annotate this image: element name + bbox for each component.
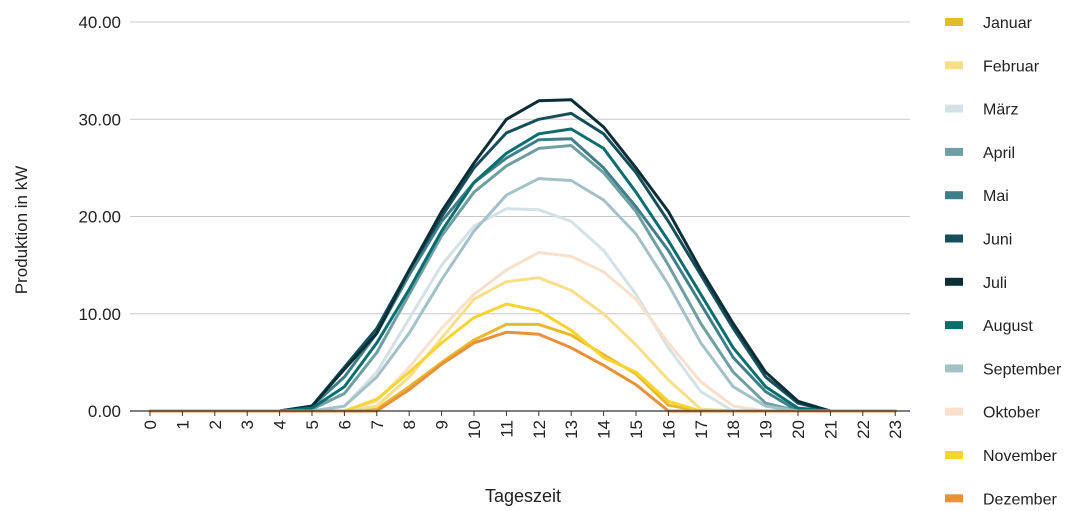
y-axis-ticks: 0.00 10.00 20.00 30.00 40.00 [78, 13, 121, 421]
series-line-september [148, 177, 897, 413]
x-tick-label: 6 [335, 420, 354, 429]
legend-swatch-juli [945, 277, 963, 286]
x-tick-label: 11 [497, 420, 516, 438]
x-tick-label: 2 [206, 420, 225, 429]
legend-label: Januar [983, 15, 1033, 32]
x-tick-label: 7 [368, 420, 387, 429]
x-tick-label: 17 [692, 420, 711, 439]
legend-label: April [983, 145, 1015, 162]
legend-label: Juli [983, 275, 1007, 292]
legend-label: Dezember [983, 491, 1057, 506]
legend-swatch-dezember [945, 494, 963, 503]
y-tick-label: 10.00 [78, 305, 121, 324]
x-tick-label: 18 [724, 420, 743, 439]
x-axis-ticks: 0 1 2 3 4 5 6 7 8 9 10 11 12 13 14 15 16 17 18 19 20 21 22 23 [141, 411, 905, 439]
series-line-juli [148, 98, 897, 413]
legend-swatch-august [945, 321, 963, 330]
legend-label: November [983, 448, 1057, 465]
x-tick-label: 21 [821, 420, 840, 439]
legend-label: März [983, 102, 1019, 119]
legend-swatch-september [945, 364, 963, 373]
x-tick-label: 4 [271, 420, 290, 429]
legend-label: August [983, 318, 1033, 335]
x-axis-label: Tageszeit [485, 486, 561, 506]
x-tick-label: 13 [562, 420, 581, 439]
legend-swatch-oktober [945, 407, 963, 416]
y-tick-label: 40.00 [78, 13, 121, 32]
x-tick-label: 12 [530, 420, 549, 439]
legend-swatch-juni [945, 234, 963, 243]
y-tick-label: 20.00 [78, 208, 121, 227]
x-tick-label: 16 [659, 420, 678, 439]
x-tick-label: 5 [303, 420, 322, 429]
series-lines [148, 98, 897, 413]
legend-swatch-januar [945, 18, 963, 26]
y-tick-label: 0.00 [88, 402, 121, 421]
legend-label: Februar [983, 58, 1040, 75]
legend-swatch-märz [945, 104, 963, 113]
legend-label: Oktober [983, 405, 1041, 422]
legend-label: Juni [983, 232, 1012, 249]
x-tick-label: 15 [627, 420, 646, 439]
y-axis-label: Produktion in kW [12, 166, 31, 295]
series-line-mai [148, 137, 897, 413]
legend-swatch-mai [945, 191, 963, 200]
x-tick-label: 8 [400, 420, 419, 429]
x-tick-label: 22 [854, 420, 873, 439]
legend-label: September [983, 361, 1062, 378]
x-tick-label: 20 [789, 420, 808, 439]
x-tick-label: 14 [595, 420, 614, 439]
x-tick-label: 23 [886, 420, 905, 439]
series-line-august [148, 127, 897, 413]
x-tick-label: 1 [173, 420, 192, 429]
legend-swatch-november [945, 451, 963, 459]
x-tick-label: 9 [433, 420, 452, 429]
legend-label: Mai [983, 188, 1009, 205]
legend-swatch-februar [945, 61, 963, 70]
legend: Januar Februar März April Mai Juni Juli August S… [945, 15, 1062, 508]
series-line-november [148, 302, 897, 413]
legend-swatch-april [945, 147, 963, 156]
x-tick-label: 3 [238, 420, 257, 429]
x-tick-label: 0 [141, 420, 160, 429]
x-tick-label: 10 [465, 420, 484, 439]
series-line-märz [148, 207, 897, 413]
gridlines [130, 21, 910, 315]
y-tick-label: 30.00 [78, 110, 121, 129]
x-tick-label: 19 [757, 420, 776, 439]
